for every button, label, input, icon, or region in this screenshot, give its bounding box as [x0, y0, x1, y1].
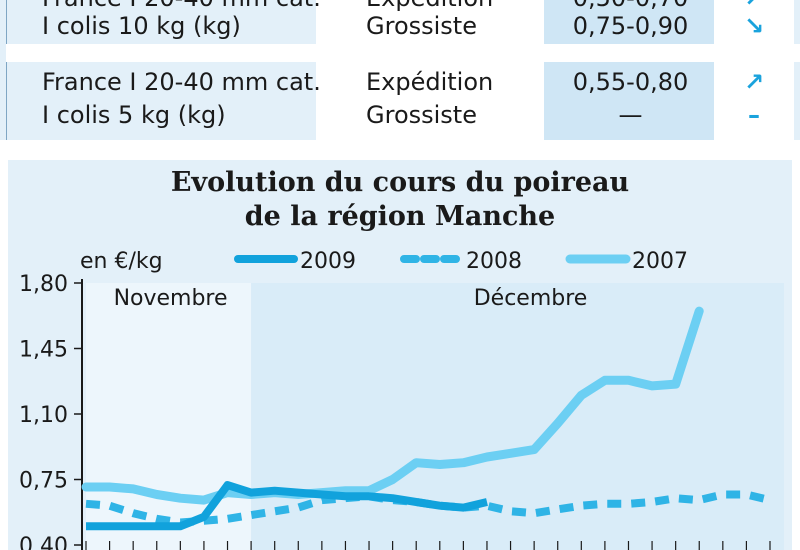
price-column-band: [544, 0, 714, 140]
price-cell: 0,50-0,70: [548, 0, 713, 14]
row-separator: [6, 44, 800, 62]
stage-column-band: [316, 0, 544, 140]
y-tick-label: 0,75: [19, 469, 68, 494]
stage-cell: Expédition: [366, 0, 493, 14]
trend-up-icon: ↗: [743, 68, 765, 96]
trend-flat-icon: –: [748, 101, 760, 129]
y-tick-label: 1,10: [19, 403, 68, 428]
stage-cell: Grossiste: [366, 12, 477, 40]
trend-column-band: [714, 0, 794, 140]
chart-title-line: de la région Manche: [244, 201, 556, 232]
product-cell: I colis 10 kg (kg): [42, 12, 241, 40]
legend-label: 2007: [632, 249, 688, 274]
series-line-2009: [86, 481, 488, 531]
period-label: Décembre: [474, 286, 588, 311]
product-cell: France I 20-40 mm cat.: [42, 68, 321, 96]
price-cell: 0,55-0,80: [572, 68, 689, 96]
price-table: France I 20-40 mm cat. I colis 10 kg (kg…: [0, 0, 800, 140]
trend-down-icon: ↘: [743, 12, 765, 40]
y-tick-label: 1,80: [19, 272, 68, 297]
trend-up-icon: ↗: [714, 0, 794, 14]
price-cell: —: [618, 101, 643, 129]
y-tick-label: 0,40: [19, 534, 68, 550]
series-line-2007: [81, 306, 704, 505]
product-cell: I colis 5 kg (kg): [42, 101, 226, 129]
chart-title: Evolution du cours du poireau de la régi…: [0, 166, 800, 234]
chart-title-line: Evolution du cours du poireau: [170, 167, 630, 198]
stage-cell: Grossiste: [366, 101, 477, 129]
product-cell: France I 20-40 mm cat.: [42, 0, 321, 14]
legend-label: 2009: [300, 249, 356, 274]
table-left-border: [6, 0, 7, 140]
legend-label: 2008: [466, 249, 522, 274]
period-label: Novembre: [114, 286, 228, 311]
stage-cell: Expédition: [366, 68, 494, 96]
y-axis-label: en €/kg: [80, 249, 163, 274]
y-tick-label: 1,45: [19, 338, 68, 363]
price-cell: 0,75-0,90: [572, 12, 689, 40]
